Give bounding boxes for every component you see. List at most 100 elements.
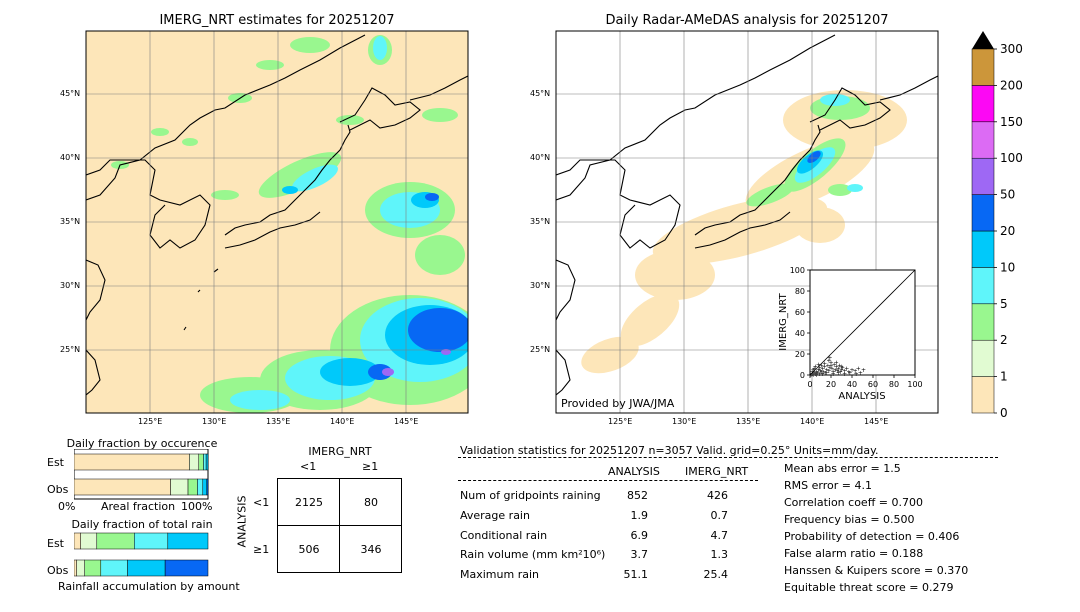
stats-divider-top	[458, 457, 998, 458]
scatter-point: +	[835, 368, 840, 375]
stats-row-imerg: 426	[707, 489, 728, 502]
fraction-bar-segment	[74, 559, 77, 577]
stats-row-imerg: 1.3	[710, 548, 729, 561]
stats-score: Mean abs error = 1.5	[784, 462, 901, 475]
contingency-cell: 80	[364, 496, 378, 509]
stats-col-analysis: ANALYSIS	[608, 465, 660, 478]
stats-col-imerg: IMERG_NRT	[685, 465, 749, 478]
right-lat-tick: 30°N	[530, 281, 551, 290]
stats-score: Hanssen & Kuipers score = 0.370	[784, 564, 969, 577]
scatter-point: +	[811, 367, 816, 374]
stats-row-analysis: 6.9	[630, 529, 649, 542]
scatter-point: +	[828, 363, 833, 370]
occurrence-x-right: 100%	[181, 500, 213, 513]
stats-row-label: Num of gridpoints raining	[460, 489, 601, 502]
contingency-grid	[277, 478, 402, 573]
stats-row-imerg: 0.7	[710, 509, 729, 522]
colorbar-label: 5	[1000, 297, 1008, 311]
colorbar-box	[971, 376, 995, 414]
fraction-bar-segment	[202, 478, 208, 496]
right-lat-tick: 40°N	[530, 153, 551, 162]
colorbar-box	[971, 303, 995, 341]
colorbar-box	[971, 48, 995, 86]
left-map-coastline	[86, 34, 468, 396]
left-map-rain-extreme	[382, 349, 451, 376]
left-lat-tick: 45°N	[60, 89, 81, 98]
colorbar-box	[971, 85, 995, 123]
colorbar-box	[971, 157, 995, 195]
scatter-ylabel: IMERG_NRT	[778, 292, 789, 350]
right-lat-tick: 25°N	[530, 345, 551, 354]
scatter-point: +	[810, 371, 815, 378]
scatter-point: +	[837, 363, 842, 370]
scatter-xtick-label: 100	[907, 380, 922, 389]
scatter-point: +	[839, 364, 844, 371]
scatter-point: +	[825, 363, 830, 370]
contingency-col-label: ≥1	[362, 460, 379, 473]
scatter-point: +	[854, 371, 859, 378]
right-lat-tick: 35°N	[530, 217, 551, 226]
stats-row-label: Average rain	[460, 509, 530, 522]
scatter-point: +	[822, 364, 827, 371]
stats-score: RMS error = 4.1	[784, 479, 872, 492]
colorbar-label: 200	[1000, 78, 1023, 92]
occurrence-chart	[74, 449, 209, 500]
scatter-point: +	[853, 368, 858, 375]
scatter-point: +	[809, 372, 814, 379]
scatter-point: +	[822, 360, 827, 367]
scatter-point: +	[813, 371, 818, 378]
scatter-point: +	[817, 365, 822, 372]
left-lon-tick: 140°E	[330, 417, 355, 426]
fraction-bar-segment	[197, 478, 204, 496]
scatter-point: +	[814, 369, 819, 376]
fraction-bar-segment	[127, 559, 166, 577]
occurrence-row-label: Obs	[47, 483, 69, 496]
scatter-point: +	[858, 370, 863, 377]
occurrence-x-mid: Areal fraction	[101, 500, 176, 513]
left-lat-tick: 35°N	[60, 217, 81, 226]
stats-row-imerg: 25.4	[703, 568, 729, 581]
total-rain-title: Daily fraction of total rain	[71, 518, 213, 531]
contingency-row-label: ≥1	[253, 543, 270, 556]
stats-score: Correlation coeff = 0.700	[784, 496, 923, 509]
right-map-coastline	[556, 34, 938, 396]
colorbar-label: 300	[1000, 42, 1023, 56]
stats-row-analysis: 1.9	[630, 509, 649, 522]
scatter-point: +	[828, 359, 833, 366]
scatter-point: +	[826, 368, 831, 375]
stats-row-imerg: 4.7	[710, 529, 729, 542]
left-lat-tick: 30°N	[60, 281, 81, 290]
contingency-cell: 506	[298, 543, 320, 556]
stats-score: Equitable threat score = 0.279	[784, 581, 954, 594]
fraction-bar-segment	[100, 559, 128, 577]
fraction-bar-segment	[80, 532, 98, 550]
stats-row-label: Maximum rain	[460, 568, 539, 581]
contingency-col-label: <1	[300, 460, 317, 473]
scatter-point: +	[831, 369, 836, 376]
scatter-point: +	[842, 368, 847, 375]
fraction-bar-segment	[187, 478, 198, 496]
scatter-point: +	[832, 362, 837, 369]
stats-score: Frequency bias = 0.500	[784, 513, 915, 526]
scatter-xlabel: ANALYSIS	[838, 391, 885, 402]
scatter-point: +	[819, 369, 824, 376]
scatter-point: +	[826, 357, 831, 364]
stats-score: False alarm ratio = 0.188	[784, 547, 924, 560]
scatter-point: +	[827, 365, 832, 372]
scatter-point: +	[836, 370, 841, 377]
stats-row-analysis: 51.1	[623, 568, 649, 581]
right-lon-tick: 135°E	[736, 417, 761, 426]
left-lat-tick: 40°N	[60, 153, 81, 162]
scatter-point: +	[817, 371, 822, 378]
contingency-row-title: ANALYSIS	[235, 495, 249, 548]
right-map-title: Daily Radar-AMeDAS analysis for 20251207	[605, 13, 889, 28]
scatter-point: +	[812, 366, 817, 373]
scatter-point: +	[810, 369, 815, 376]
radar-credit: Provided by JWA/JMA	[561, 397, 675, 410]
scatter-point: +	[830, 366, 835, 373]
stats-header: Validation statistics for 20251207 n=305…	[460, 444, 879, 457]
fraction-bar-segment	[74, 453, 190, 471]
total-rain-xlabel: Rainfall accumulation by amount	[58, 580, 240, 593]
scatter-point: +	[840, 365, 845, 372]
scatter-point: +	[839, 367, 844, 374]
